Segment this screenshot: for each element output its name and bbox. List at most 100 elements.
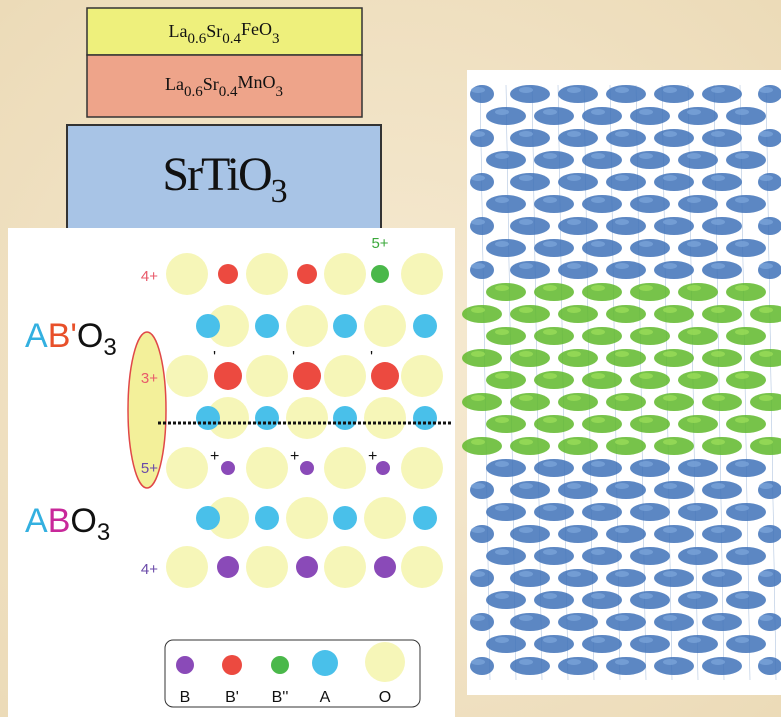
octahedron-highlight [495,109,509,115]
a-ion [196,314,220,338]
octahedron-highlight [591,285,605,291]
octahedron-highlight [687,461,701,467]
text-part: 0.6 [187,31,206,47]
octahedron-highlight [639,505,653,511]
b-ion [371,362,399,390]
octahedron-highlight [615,483,629,489]
oxygen-ion [207,305,249,347]
octahedron-highlight [639,329,653,335]
octahedron-highlight [543,505,557,511]
octahedron-highlight [735,153,749,159]
oxygen-ion [166,253,208,295]
octahedron-highlight [615,175,629,181]
octahedron-highlight [615,87,629,93]
octahedron-highlight [543,417,557,423]
octahedron-highlight [567,483,581,489]
interface-highlight [127,331,167,489]
octahedron-highlight [687,241,701,247]
octahedron-highlight [591,417,605,423]
octahedron-highlight [711,571,725,577]
octahedron-highlight [639,197,653,203]
octahedron-highlight [543,637,557,643]
octahedron-highlight [567,439,581,445]
octahedron-highlight [615,219,629,225]
octahedron-highlight [591,637,605,643]
octahedron-highlight [639,285,653,291]
b-ion [374,556,396,578]
octahedron-highlight [711,351,725,357]
octahedron-highlight [711,527,725,533]
octahedron-highlight [471,395,485,401]
octahedron-highlight [567,307,581,313]
plus-mark: + [210,448,219,465]
octahedron-highlight [495,197,509,203]
charge-label: 5+ [371,235,388,252]
octahedron-highlight [759,175,773,181]
octahedron-highlight [711,87,725,93]
octahedron-highlight [543,241,557,247]
text-part: 3 [97,519,110,546]
octahedron-highlight [615,439,629,445]
octahedron-highlight [687,197,701,203]
octahedron-highlight [567,87,581,93]
octahedron-highlight [663,87,677,93]
lsmo-layer [86,54,363,118]
formula: AB'O3 [25,317,117,361]
octahedron-highlight [759,571,773,577]
layer-label: La0.6Sr0.4MnO3 [165,72,283,100]
octahedron-highlight [543,285,557,291]
text-part: Sr [203,74,219,94]
octahedron-highlight [519,87,533,93]
text-part: La [169,21,188,41]
legend-label: B'' [272,689,289,706]
octahedron-highlight [591,197,605,203]
octahedron-highlight [543,197,557,203]
octahedron-highlight [639,241,653,247]
b-ion [297,264,317,284]
oxygen-ion [364,305,406,347]
charge-label: 5+ [141,460,158,477]
octahedron-highlight [471,175,485,181]
mn-octahedron [750,349,781,367]
octahedron-highlight [591,505,605,511]
octahedron-highlight [519,395,533,401]
octahedron-highlight [615,571,629,577]
a-ion [333,406,357,430]
octahedron-highlight [663,175,677,181]
oxygen-ion [246,447,288,489]
oxygen-ion [364,397,406,439]
oxygen-ion [324,447,366,489]
octahedron-highlight [543,373,557,379]
formula: ABO3 [25,502,110,546]
octahedron-highlight [519,219,533,225]
octahedron-highlight [591,593,605,599]
octahedron-highlight [543,549,557,555]
octahedron-highlight [639,373,653,379]
lattice [166,253,443,588]
octahedron-highlight [759,351,773,357]
oxygen-ion [401,253,443,295]
octahedron-highlight [735,417,749,423]
oxygen-ion [286,397,328,439]
octahedron-highlight [495,285,509,291]
octahedron-highlight [567,351,581,357]
text-part: 3 [103,334,116,361]
octahedron-highlight [711,263,725,269]
octahedron-highlight [471,571,485,577]
oxygen-ion [166,546,208,588]
octahedron-highlight [567,659,581,665]
oxygen-ion [286,497,328,539]
octahedron-highlight [711,615,725,621]
legend-label: A [320,689,331,706]
substrate-layer [66,124,382,236]
octahedron-highlight [591,109,605,115]
octahedron-highlight [543,329,557,335]
mn-octahedron [750,393,781,411]
octahedron-highlight [543,109,557,115]
octahedron-highlight [759,615,773,621]
octahedron-highlight [543,153,557,159]
octahedron-highlight [639,637,653,643]
octahedron-highlight [663,483,677,489]
octahedron-highlight [471,351,485,357]
text-part: B' [48,317,77,355]
